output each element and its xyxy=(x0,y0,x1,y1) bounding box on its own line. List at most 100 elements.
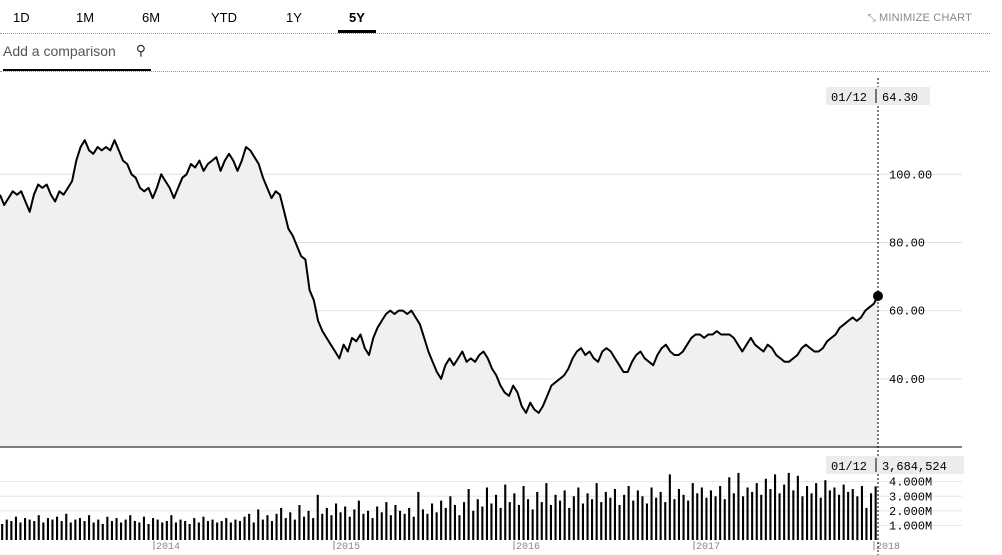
volume-bar xyxy=(719,486,722,540)
volume-bar xyxy=(289,512,292,540)
volume-bar xyxy=(129,515,132,540)
volume-bar xyxy=(563,490,566,540)
range-tab-1d[interactable]: 1D xyxy=(13,10,30,25)
volume-bar xyxy=(549,505,552,540)
volume-bar xyxy=(389,515,392,540)
volume-bar xyxy=(687,500,690,540)
volume-bar xyxy=(60,521,63,540)
volume-bar xyxy=(303,516,306,540)
volume-bar xyxy=(394,505,397,540)
volume-bar xyxy=(385,502,388,540)
volume-bar xyxy=(325,507,328,540)
volume-bar xyxy=(138,522,141,540)
volume-bar xyxy=(252,522,255,540)
volume-bar xyxy=(700,487,703,540)
volume-bar xyxy=(307,510,310,540)
volume-bar xyxy=(824,480,827,540)
volume-bar xyxy=(838,494,841,540)
volume-bar xyxy=(243,516,246,540)
search-icon[interactable]: ⚲ xyxy=(135,42,146,58)
volume-bar xyxy=(170,515,173,540)
volume-bar xyxy=(266,515,269,540)
volume-bar xyxy=(421,509,424,540)
range-tab-1y[interactable]: 1Y xyxy=(286,10,302,25)
volume-bar xyxy=(641,496,644,541)
volume-bar xyxy=(568,507,571,540)
volume-bar xyxy=(778,493,781,540)
comparison-input[interactable]: Add a comparison ⚲ xyxy=(3,42,151,71)
volume-bar xyxy=(120,522,123,540)
volume-bar xyxy=(581,503,584,540)
volume-bar xyxy=(746,487,749,540)
volume-bar xyxy=(613,489,616,540)
volume-bar xyxy=(312,518,315,540)
volume-tick-label: 2.000M xyxy=(889,505,932,519)
comparison-row: Add a comparison ⚲ xyxy=(0,33,990,72)
volume-bar xyxy=(796,475,799,540)
volume-bar xyxy=(248,513,251,541)
volume-bar xyxy=(339,512,342,540)
volume-bar xyxy=(828,490,831,540)
volume-bar xyxy=(677,489,680,540)
range-tab-6m[interactable]: 6M xyxy=(142,10,161,25)
x-tick: 2018 xyxy=(873,541,900,553)
volume-bar xyxy=(632,500,635,540)
volume-bar xyxy=(463,502,466,540)
volume-bar xyxy=(83,521,86,540)
volume-bar xyxy=(618,505,621,540)
volume-bar xyxy=(517,505,520,540)
volume-bar xyxy=(833,487,836,540)
volume-bar xyxy=(696,493,699,540)
price-tick-label: 80.00 xyxy=(889,236,925,250)
volume-bar xyxy=(508,502,511,540)
volume-bar xyxy=(161,522,164,540)
volume-bar xyxy=(88,515,91,540)
volume-bar xyxy=(755,483,758,540)
active-range-indicator xyxy=(338,30,376,33)
volume-bar xyxy=(1,524,4,540)
volume-bar xyxy=(403,513,406,541)
volume-bar xyxy=(476,499,479,540)
range-tab-5y[interactable]: 5Y xyxy=(349,10,365,25)
volume-bar xyxy=(431,503,434,540)
volume-bar xyxy=(801,496,804,541)
volume-bar xyxy=(376,506,379,540)
volume-bar xyxy=(184,521,187,540)
volume-bar xyxy=(321,513,324,541)
volume-bar xyxy=(330,515,333,540)
volume-bar xyxy=(742,496,745,541)
volume-bar xyxy=(14,516,17,540)
volume-bar xyxy=(806,486,809,540)
volume-bar xyxy=(586,493,589,540)
volume-tick-label: 3.000M xyxy=(889,490,932,504)
volume-bar xyxy=(353,509,356,540)
volume-bar xyxy=(673,499,676,540)
volume-bar xyxy=(522,486,525,540)
price-readout: 01/12 64.30 xyxy=(826,87,930,105)
volume-bar xyxy=(623,494,626,540)
volume-bars xyxy=(1,472,877,541)
volume-bar xyxy=(435,512,438,540)
volume-bar xyxy=(595,483,598,540)
volume-bar xyxy=(764,478,767,541)
volume-bar xyxy=(69,522,72,540)
volume-bar xyxy=(193,518,196,540)
volume-bar xyxy=(751,491,754,540)
volume-bar xyxy=(357,500,360,540)
volume-bar xyxy=(527,499,530,540)
volume-bar xyxy=(33,521,36,540)
minimize-chart-button[interactable]: ⤡ MINIMIZE CHART xyxy=(868,12,972,24)
volume-bar xyxy=(280,507,283,540)
range-tab-ytd[interactable]: YTD xyxy=(211,10,237,25)
x-tick-label: 2017 xyxy=(696,542,720,553)
volume-bar xyxy=(636,490,639,540)
volume-bar xyxy=(348,516,351,540)
volume-bar xyxy=(152,518,155,540)
volume-bar xyxy=(865,507,868,540)
range-tab-1m[interactable]: 1M xyxy=(76,10,95,25)
volume-bar xyxy=(540,502,543,540)
volume-bar xyxy=(412,516,415,540)
volume-bar xyxy=(659,491,662,540)
volume-bar xyxy=(531,509,534,540)
